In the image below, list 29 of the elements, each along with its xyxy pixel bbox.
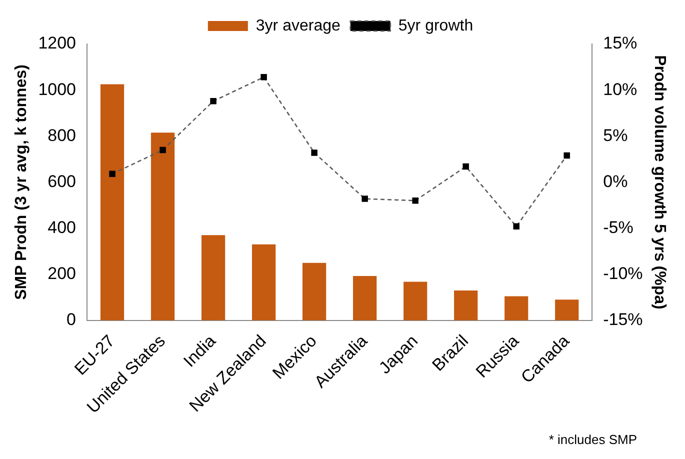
y-tick-label: 800 bbox=[48, 126, 76, 145]
y2-tick-label: -10% bbox=[603, 264, 643, 284]
y2-tick-label: 0% bbox=[603, 172, 628, 191]
bar bbox=[201, 235, 226, 320]
y2-tick-label: -5% bbox=[603, 218, 634, 237]
bar bbox=[555, 300, 579, 320]
y-tick-label: 0 bbox=[66, 310, 76, 330]
text: * includes SMP bbox=[548, 432, 637, 447]
bar bbox=[302, 262, 326, 320]
y-tick-label: 600 bbox=[48, 172, 76, 191]
y-tick-label: 1200 bbox=[38, 34, 76, 53]
legend-label: 3yr average bbox=[256, 17, 340, 34]
y2-tick-label: 5% bbox=[603, 126, 628, 145]
y2-tick-label: -15% bbox=[603, 310, 643, 330]
bar bbox=[504, 296, 528, 320]
bar bbox=[252, 244, 276, 320]
y2-tick-label: 15% bbox=[603, 34, 638, 53]
bar bbox=[150, 132, 175, 320]
bar bbox=[404, 282, 428, 320]
y-tick-label: 1000 bbox=[38, 80, 76, 99]
bar bbox=[100, 84, 124, 320]
y-tick-label: 400 bbox=[48, 218, 76, 237]
bar bbox=[454, 290, 478, 320]
bar bbox=[353, 276, 377, 320]
y-tick-label: 200 bbox=[48, 264, 76, 284]
legend-label: 5yr growth bbox=[398, 17, 474, 34]
y2-axis-title: Prodn volume growth 5 yrs (%pa) bbox=[650, 55, 668, 310]
y-axis-title: SMP Prodn (3 yr avg, k tonnes) bbox=[13, 64, 30, 300]
y2-tick-label: 10% bbox=[603, 80, 638, 99]
